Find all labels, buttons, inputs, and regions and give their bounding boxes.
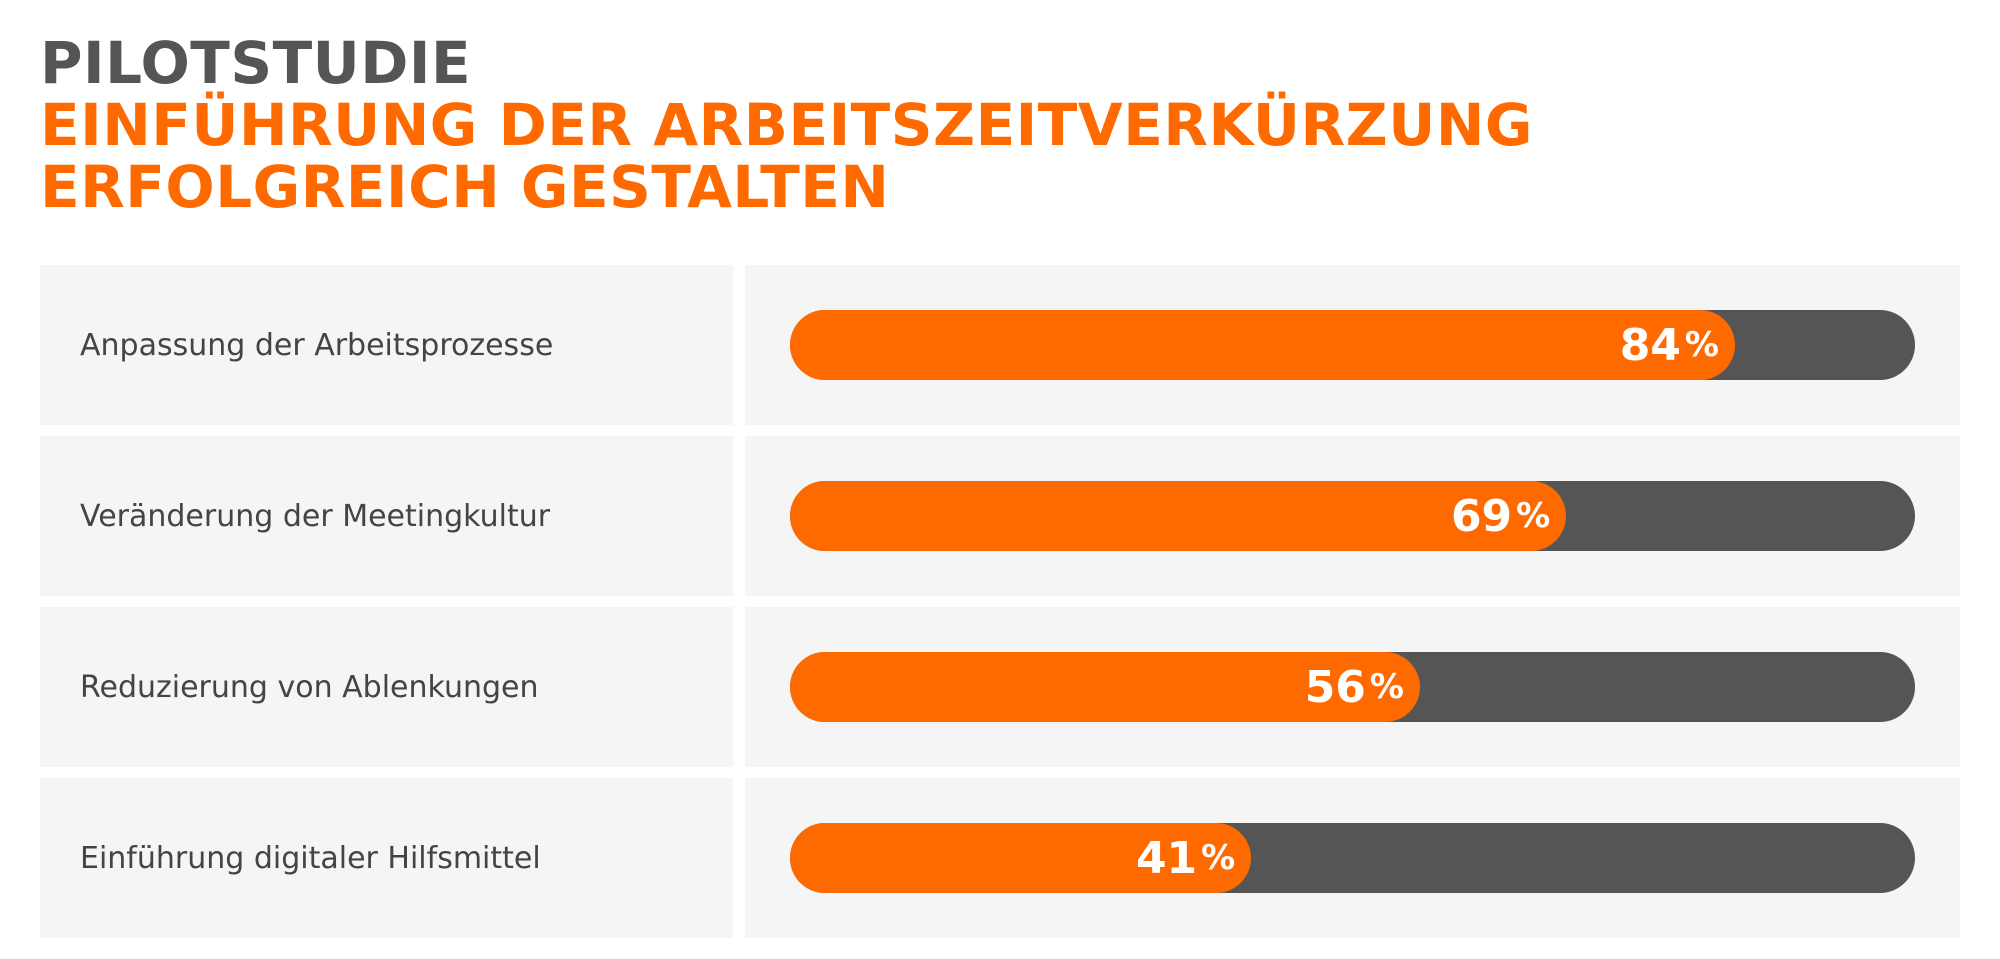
bar: 56% <box>790 652 1420 722</box>
category-cell: Anpassung der Arbeitsprozesse <box>40 265 733 425</box>
title-line-3: ERFOLGREICH GESTALTEN <box>40 153 890 221</box>
data-label-unit: % <box>1201 838 1236 878</box>
data-label-unit: % <box>1684 325 1719 365</box>
data-label-unit: % <box>1369 667 1404 707</box>
bar-chart: Anpassung der Arbeitsprozesse 84% Veränder… <box>40 265 1960 938</box>
bar: 41% <box>790 823 1252 893</box>
chart-row: Einführung digitaler Hilfsmittel 41% <box>40 778 1960 938</box>
bar-cell: 41% <box>745 778 1960 938</box>
bar-cell: 56% <box>745 607 1960 767</box>
bar-track: 69% <box>790 481 1915 551</box>
category-cell: Reduzierung von Ablenkungen <box>40 607 733 767</box>
bar-track: 84% <box>790 310 1915 380</box>
data-label-value: 84 <box>1619 319 1681 371</box>
header: PILOTSTUDIE EINFÜHRUNG DER ARBEITSZEITVE… <box>40 32 1533 218</box>
bar-track: 56% <box>790 652 1915 722</box>
title-line-2: EINFÜHRUNG DER ARBEITSZEITVERKÜRZUNG <box>40 91 1533 159</box>
category-cell: Einführung digitaler Hilfsmittel <box>40 778 733 938</box>
category-label: Anpassung der Arbeitsprozesse <box>80 327 554 363</box>
category-label: Veränderung der Meetingkultur <box>80 498 551 534</box>
bar-cell: 84% <box>745 265 1960 425</box>
data-label: 41% <box>1136 823 1235 893</box>
bar: 84% <box>790 310 1735 380</box>
data-label-value: 69 <box>1450 490 1513 542</box>
bar: 69% <box>790 481 1567 551</box>
title-line-1: PILOTSTUDIE <box>40 29 472 97</box>
category-label: Reduzierung von Ablenkungen <box>80 669 539 705</box>
data-label-unit: % <box>1516 496 1551 536</box>
data-label-value: 56 <box>1304 661 1366 713</box>
category-label: Einführung digitaler Hilfsmittel <box>80 840 541 876</box>
bar-track: 41% <box>790 823 1915 893</box>
data-label: 56% <box>1305 652 1404 722</box>
data-label-value: 41 <box>1135 832 1198 884</box>
chart-row: Veränderung der Meetingkultur 69% <box>40 436 1960 596</box>
chart-row: Reduzierung von Ablenkungen 56% <box>40 607 1960 767</box>
bar-cell: 69% <box>745 436 1960 596</box>
category-cell: Veränderung der Meetingkultur <box>40 436 733 596</box>
chart-row: Anpassung der Arbeitsprozesse 84% <box>40 265 1960 425</box>
data-label: 69% <box>1451 481 1550 551</box>
data-label: 84% <box>1620 310 1719 380</box>
